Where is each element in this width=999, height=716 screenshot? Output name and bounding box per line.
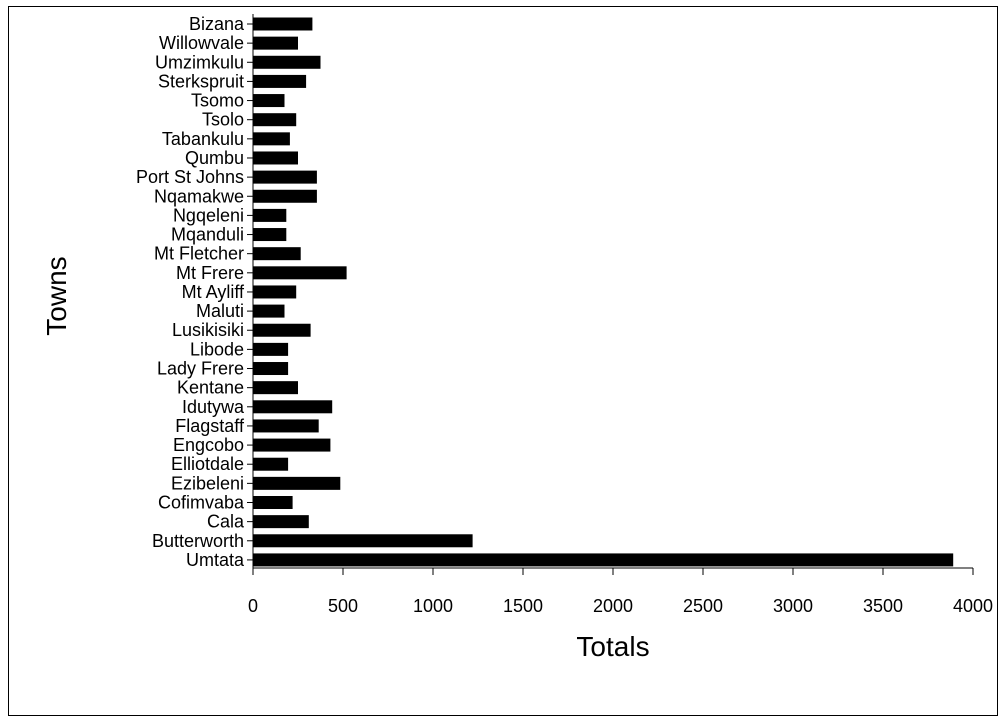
bar-bizana bbox=[253, 17, 313, 31]
bar-sterkspruit bbox=[253, 74, 307, 88]
y-tick-label: Idutywa bbox=[182, 397, 245, 417]
x-tick-label: 1000 bbox=[413, 596, 453, 616]
y-tick-label: Cofimvaba bbox=[158, 493, 245, 513]
x-tick-label: 3500 bbox=[863, 596, 903, 616]
y-tick-label: Ngqeleni bbox=[173, 205, 244, 225]
x-tick-label: 0 bbox=[248, 596, 258, 616]
y-axis-title: Towns bbox=[41, 256, 72, 335]
y-tick-label: Bizana bbox=[189, 14, 245, 34]
y-tick-label: Tsolo bbox=[202, 110, 244, 130]
bar-tsomo bbox=[253, 94, 285, 108]
bar-lusikisiki bbox=[253, 323, 311, 337]
bar-willowvale bbox=[253, 36, 298, 50]
x-tick-label: 2500 bbox=[683, 596, 723, 616]
y-tick-label: Lusikisiki bbox=[172, 320, 244, 340]
chart-frame bbox=[8, 6, 998, 716]
bar-mt-fletcher bbox=[253, 247, 301, 261]
y-tick-label: Ezibeleni bbox=[171, 473, 244, 493]
bar-kentane bbox=[253, 381, 298, 395]
bar-libode bbox=[253, 342, 289, 356]
bar-umtata bbox=[253, 553, 954, 567]
x-tick-label: 1500 bbox=[503, 596, 543, 616]
y-tick-label: Umzimkulu bbox=[155, 52, 244, 72]
x-axis-title: Totals bbox=[576, 631, 649, 662]
bar-elliotdale bbox=[253, 457, 289, 471]
bar-mqanduli bbox=[253, 228, 287, 242]
bar-idutywa bbox=[253, 400, 333, 414]
y-tick-label: Mqanduli bbox=[171, 225, 244, 245]
y-tick-label: Elliotdale bbox=[171, 454, 244, 474]
y-tick-label: Mt Ayliff bbox=[182, 282, 245, 302]
bar-lady-frere bbox=[253, 362, 289, 376]
y-tick-label: Mt Frere bbox=[176, 263, 244, 283]
bars-group bbox=[253, 17, 954, 567]
x-tick-label: 2000 bbox=[593, 596, 633, 616]
bar-mt-frere bbox=[253, 266, 347, 280]
bar-engcobo bbox=[253, 438, 331, 452]
y-tick-label: Nqamakwe bbox=[154, 186, 244, 206]
bar-ngqeleni bbox=[253, 208, 287, 222]
y-tick-label: Mt Fletcher bbox=[154, 244, 244, 264]
x-tick-label: 4000 bbox=[953, 596, 993, 616]
bar-flagstaff bbox=[253, 419, 319, 433]
bar-mt-ayliff bbox=[253, 285, 297, 299]
x-tick-label: 500 bbox=[328, 596, 358, 616]
y-tick-label: Maluti bbox=[196, 301, 244, 321]
bar-cofimvaba bbox=[253, 496, 293, 509]
x-tick-label: 3000 bbox=[773, 596, 813, 616]
y-axis: BizanaWillowvaleUmzimkuluSterkspruitTsom… bbox=[136, 14, 254, 570]
bar-umzimkulu bbox=[253, 55, 321, 69]
bar-nqamakwe bbox=[253, 189, 317, 203]
bar-tsolo bbox=[253, 113, 297, 127]
bar-maluti bbox=[253, 304, 285, 318]
y-tick-label: Tsomo bbox=[191, 91, 244, 111]
bar-ezibeleni bbox=[253, 476, 341, 490]
y-tick-label: Flagstaff bbox=[175, 416, 245, 436]
bar-butterworth bbox=[253, 534, 473, 548]
y-tick-label: Umtata bbox=[186, 550, 245, 570]
y-tick-label: Butterworth bbox=[152, 531, 244, 551]
bar-tabankulu bbox=[253, 132, 290, 146]
y-tick-label: Sterkspruit bbox=[158, 71, 244, 91]
x-axis: 0 500 1000 1500 2000 2500 3000 3500 4000 bbox=[248, 567, 993, 616]
y-tick-label: Willowvale bbox=[159, 33, 244, 53]
y-tick-label: Lady Frere bbox=[157, 359, 244, 379]
y-tick-label: Kentane bbox=[177, 378, 244, 398]
y-tick-label: Tabankulu bbox=[162, 129, 244, 149]
y-tick-label: Port St Johns bbox=[136, 167, 244, 187]
bar-cala bbox=[253, 515, 309, 529]
y-tick-label: Libode bbox=[190, 339, 244, 359]
y-tick-label: Cala bbox=[207, 512, 245, 532]
bar-port-st-johns bbox=[253, 170, 317, 184]
y-tick-label: Engcobo bbox=[173, 435, 244, 455]
y-tick-label: Qumbu bbox=[185, 148, 244, 168]
bar-qumbu bbox=[253, 151, 298, 165]
